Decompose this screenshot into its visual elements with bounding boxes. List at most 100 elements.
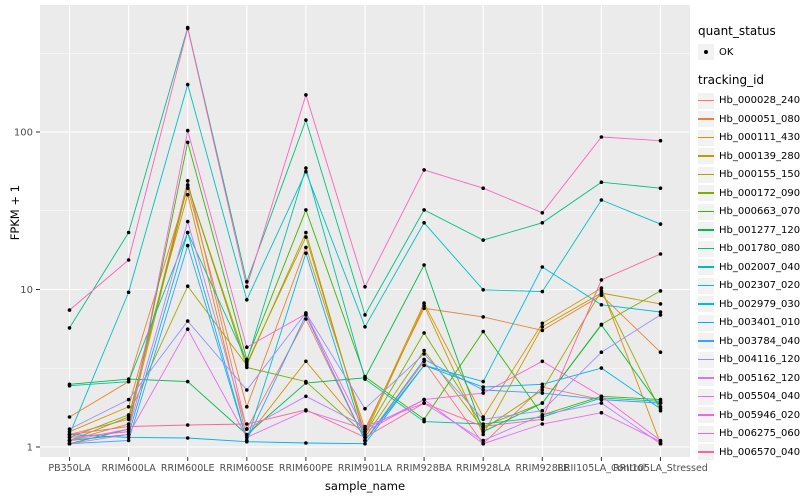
legend-line-swatch bbox=[698, 358, 714, 361]
data-point bbox=[422, 303, 426, 308]
data-point bbox=[481, 379, 486, 384]
data-point bbox=[540, 359, 545, 364]
data-point bbox=[481, 432, 486, 437]
data-point bbox=[304, 169, 308, 174]
data-point bbox=[658, 186, 663, 190]
legend-item-label: OK bbox=[719, 46, 734, 58]
data-point bbox=[481, 388, 486, 392]
data-point bbox=[126, 422, 131, 426]
data-point bbox=[540, 401, 545, 405]
data-point bbox=[540, 413, 545, 417]
data-point bbox=[304, 381, 308, 385]
data-point bbox=[126, 379, 131, 384]
data-point bbox=[363, 406, 367, 411]
legend-key-box bbox=[698, 407, 714, 424]
y-tick-label: 100 bbox=[14, 128, 33, 139]
data-point bbox=[540, 391, 545, 395]
legend-line-swatch bbox=[698, 99, 714, 102]
legend-key-box bbox=[698, 222, 714, 239]
legend-item-label: Hb_002007_040 bbox=[719, 261, 800, 273]
data-point bbox=[126, 230, 131, 235]
data-point bbox=[422, 168, 426, 172]
legend-key-box bbox=[698, 333, 714, 350]
data-point bbox=[481, 417, 486, 422]
data-point bbox=[363, 441, 367, 446]
legend-line-swatch bbox=[698, 432, 714, 435]
data-point bbox=[126, 424, 131, 429]
data-point bbox=[126, 415, 131, 419]
data-point bbox=[363, 313, 367, 317]
data-point bbox=[481, 441, 486, 446]
data-point bbox=[126, 427, 131, 431]
data-point bbox=[185, 128, 190, 133]
legend-key-box bbox=[698, 388, 714, 405]
data-point bbox=[599, 350, 604, 355]
legend-key-box bbox=[698, 351, 714, 368]
legend-key-box bbox=[698, 203, 714, 220]
data-point bbox=[363, 424, 367, 429]
data-point bbox=[599, 397, 604, 402]
data-point bbox=[245, 435, 249, 440]
data-point bbox=[599, 286, 604, 290]
legend-item-label: Hb_006570_040 bbox=[719, 446, 800, 458]
data-point bbox=[67, 415, 72, 419]
data-point bbox=[126, 429, 131, 434]
legend-key-box bbox=[698, 148, 714, 165]
point-marker-icon bbox=[704, 50, 708, 55]
data-point bbox=[245, 432, 249, 437]
x-tick-label: PB350LA bbox=[48, 463, 91, 474]
data-point bbox=[540, 408, 545, 413]
data-point bbox=[422, 419, 426, 424]
legend-item-Hb_002007_040: Hb_002007_040 bbox=[698, 258, 800, 277]
data-point bbox=[540, 328, 545, 333]
data-point bbox=[304, 93, 308, 97]
legend-key-box bbox=[698, 111, 714, 128]
data-point bbox=[304, 312, 308, 316]
data-point bbox=[126, 258, 131, 262]
y-tick-label: 10 bbox=[20, 285, 33, 296]
data-point bbox=[540, 289, 545, 294]
data-point bbox=[599, 198, 604, 202]
data-point bbox=[304, 394, 308, 399]
data-point bbox=[245, 279, 249, 284]
legend-item-Hb_000663_070: Hb_000663_070 bbox=[698, 203, 800, 222]
data-point bbox=[126, 438, 131, 443]
data-point bbox=[599, 401, 604, 405]
data-point bbox=[185, 423, 190, 427]
data-point bbox=[658, 222, 663, 226]
data-point bbox=[540, 321, 545, 326]
data-point bbox=[658, 138, 663, 143]
legend-line-swatch bbox=[698, 266, 714, 268]
legend-item-Hb_000155_150: Hb_000155_150 bbox=[698, 166, 800, 185]
legend-line-swatch bbox=[698, 321, 714, 324]
x-tick-label: RRIM928BA bbox=[396, 463, 452, 474]
legend-item-Hb_002307_020: Hb_002307_020 bbox=[698, 277, 800, 296]
data-point bbox=[658, 401, 663, 405]
x-axis-title: sample_name bbox=[324, 479, 406, 493]
legend-item-label: Hb_000172_090 bbox=[719, 187, 800, 199]
data-point bbox=[185, 230, 190, 235]
data-point bbox=[422, 357, 426, 362]
data-point bbox=[304, 208, 308, 212]
data-point bbox=[363, 438, 367, 443]
data-point bbox=[658, 313, 663, 317]
legend-key-box bbox=[698, 129, 714, 146]
data-point bbox=[245, 285, 249, 289]
data-point bbox=[245, 388, 249, 392]
data-point bbox=[185, 379, 190, 384]
y-axis-title: FPKM + 1 bbox=[8, 185, 22, 241]
legend-item-label: Hb_001277_120 bbox=[719, 224, 800, 236]
legend-line-swatch bbox=[698, 247, 714, 250]
data-point bbox=[422, 397, 426, 402]
data-point bbox=[245, 405, 249, 409]
data-point bbox=[185, 219, 190, 224]
data-point bbox=[422, 363, 426, 368]
data-point bbox=[481, 422, 486, 426]
legend-line-swatch bbox=[698, 451, 714, 453]
data-point bbox=[126, 397, 131, 402]
legend-item-Hb_000051_080: Hb_000051_080 bbox=[698, 110, 800, 129]
x-tick-label: RRIM600PE bbox=[279, 463, 333, 474]
data-point bbox=[304, 441, 308, 445]
data-point bbox=[245, 345, 249, 350]
